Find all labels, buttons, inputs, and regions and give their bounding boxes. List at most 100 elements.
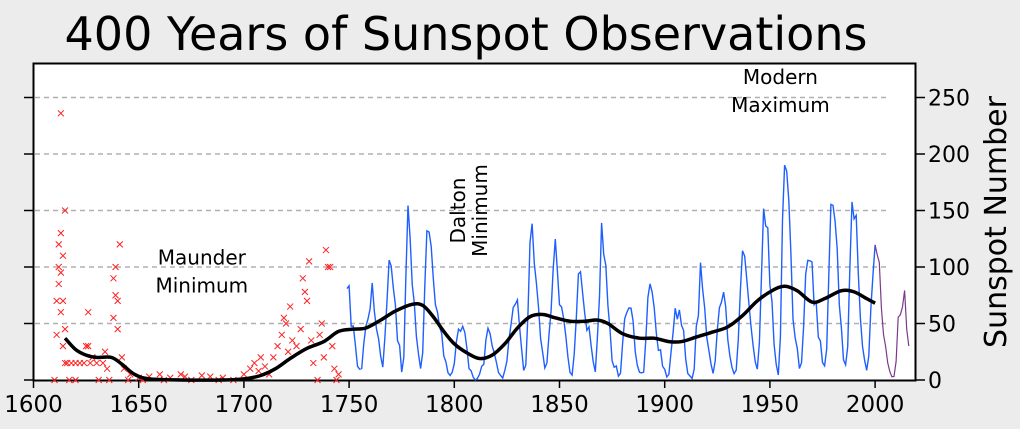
y-tick-label: 100 — [928, 256, 970, 281]
y-tick-label: 50 — [928, 313, 956, 338]
observation-point — [305, 257, 313, 265]
observation-point — [65, 376, 73, 384]
observation-point — [84, 308, 92, 316]
observation-point — [240, 370, 248, 378]
observation-point — [57, 109, 65, 117]
observation-point — [55, 280, 63, 288]
observation-point — [112, 263, 119, 271]
observation-point — [118, 354, 126, 361]
annotation-text: Maunder — [158, 246, 247, 270]
observation-point — [105, 376, 113, 384]
observation-point — [61, 359, 69, 367]
x-tick-label: 1650 — [109, 392, 168, 418]
observation-point — [124, 376, 132, 384]
observation-point — [95, 376, 103, 384]
plot-area — [32, 62, 917, 382]
annotation-text: Minimum — [468, 164, 492, 257]
annotation-text: Minimum — [155, 274, 248, 298]
observation-point — [53, 331, 60, 339]
observation-point — [284, 348, 292, 356]
observation-point — [53, 297, 60, 305]
observation-point — [99, 359, 107, 367]
observation-point — [301, 288, 309, 296]
observation-point — [103, 365, 111, 373]
observation-point — [278, 331, 286, 339]
x-tick-label: 1700 — [215, 392, 274, 418]
observation-point — [297, 325, 305, 333]
observation-point — [84, 342, 92, 350]
observation-point — [101, 348, 109, 356]
observation-point — [112, 291, 119, 299]
observation-point — [314, 376, 321, 384]
observation-point — [270, 354, 277, 361]
observation-point — [82, 342, 90, 350]
observation-point — [316, 331, 323, 339]
observation-point — [51, 376, 58, 384]
observation-point — [61, 207, 69, 214]
telescopic-record-line — [346, 164, 876, 381]
observation-point — [61, 325, 69, 333]
observation-point — [331, 365, 338, 373]
observation-point — [86, 359, 94, 367]
observation-point — [282, 320, 290, 327]
smoothed-average-line — [63, 284, 876, 382]
observation-point — [328, 342, 336, 350]
observation-point — [293, 342, 300, 350]
observation-point — [326, 263, 334, 271]
observation-point — [177, 370, 185, 378]
observation-point — [320, 354, 328, 361]
observation-point — [333, 376, 340, 384]
observation-point — [324, 263, 332, 271]
observation-point — [318, 320, 326, 327]
y-tick-label: 0 — [928, 369, 942, 394]
annotation-text: Maximum — [731, 93, 830, 117]
observation-point — [57, 229, 65, 237]
observation-point — [299, 274, 307, 282]
observation-point — [280, 314, 288, 322]
observation-point — [156, 370, 164, 378]
observation-point — [72, 376, 79, 384]
observation-point — [114, 325, 122, 333]
y-tick-label: 250 — [928, 87, 970, 112]
observation-point — [335, 370, 342, 378]
observation-point — [251, 359, 258, 367]
y-axis-label: Sunspot Number — [979, 95, 1014, 348]
observation-point — [93, 359, 100, 367]
observation-point — [114, 297, 122, 305]
y-tick-label: 200 — [928, 143, 970, 168]
observation-point — [55, 263, 63, 271]
observation-point — [57, 308, 65, 316]
observation-point — [59, 297, 67, 305]
x-tick-label: 1900 — [635, 392, 694, 418]
observation-point — [288, 337, 296, 344]
observation-point — [322, 246, 330, 254]
observation-point — [303, 297, 311, 305]
observation-point — [59, 252, 67, 260]
observation-point — [57, 269, 65, 277]
recent-record-line — [874, 244, 910, 378]
observation-point — [55, 241, 63, 248]
observation-point — [307, 337, 315, 344]
observation-point — [257, 354, 265, 361]
observation-point — [246, 365, 254, 373]
annotation-text: Modern — [743, 65, 818, 89]
x-tick-label: 1750 — [320, 392, 379, 418]
observation-point — [286, 303, 294, 310]
observation-point — [309, 359, 317, 367]
observation-point — [110, 314, 117, 322]
x-tick-label: 1600 — [4, 392, 63, 418]
x-tick-label: 2000 — [846, 392, 905, 418]
x-tick-label: 1950 — [741, 392, 800, 418]
y-tick-label: 150 — [928, 200, 970, 225]
observation-point — [59, 342, 67, 350]
observation-point — [80, 359, 88, 367]
observation-point — [198, 372, 206, 379]
observation-point — [261, 363, 269, 370]
chart-title: 400 Years of Sunspot Observations — [65, 7, 868, 61]
observation-point — [255, 367, 262, 375]
observation-point — [116, 241, 124, 248]
observation-point — [274, 342, 281, 350]
x-tick-label: 1800 — [425, 392, 484, 418]
x-tick-label: 1850 — [530, 392, 589, 418]
